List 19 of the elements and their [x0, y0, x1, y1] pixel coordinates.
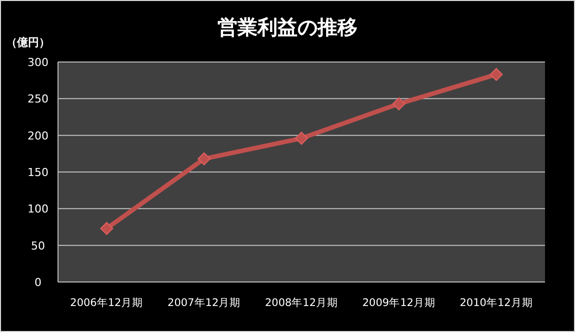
point	[295, 132, 308, 145]
y-tick-label: 250	[28, 92, 48, 106]
x-tick-label: 2009年12月期	[362, 297, 436, 309]
y-tick-label: 50	[31, 239, 45, 252]
point	[100, 222, 114, 235]
y-tick-label: 0	[34, 276, 42, 289]
y-tick-label: 200	[28, 129, 48, 142]
y-tick-label: 300	[28, 56, 48, 69]
y-tick-label: 150	[28, 166, 48, 179]
x-tick-label: 2007年12月期	[168, 297, 241, 309]
x-tick-label: 2008年12月期	[264, 297, 338, 309]
point	[490, 68, 503, 81]
x-tick-label: 2006年12月期	[70, 297, 144, 309]
point	[392, 97, 406, 110]
x-tick-label: 2010年12月期	[460, 297, 533, 309]
y-tick-label: 100	[28, 202, 48, 216]
point	[198, 152, 211, 166]
chart-title: 営業利益の推移	[218, 15, 358, 39]
y-axis-title: （億円）	[6, 36, 50, 49]
